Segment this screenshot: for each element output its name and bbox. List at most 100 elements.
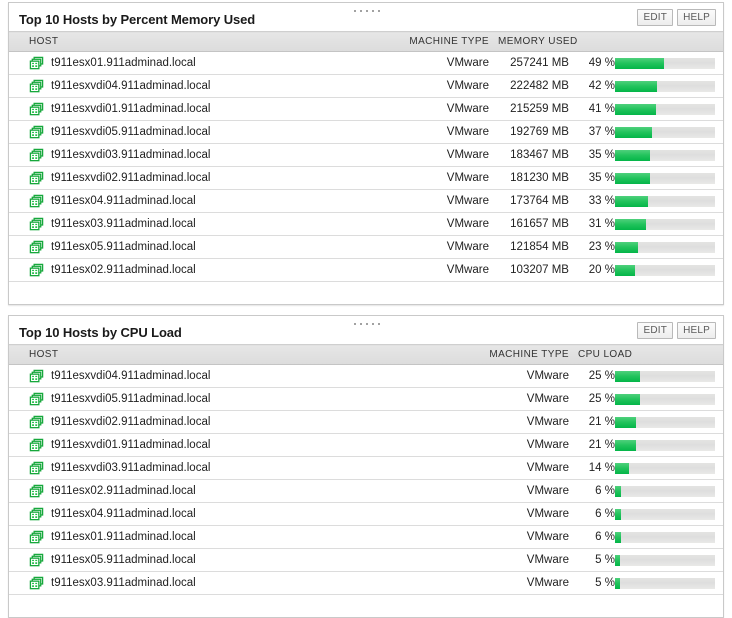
edit-button[interactable]: EDIT	[637, 322, 674, 339]
usage-meter	[615, 485, 715, 497]
cell-host: t911esx02.911adminad.local	[9, 479, 477, 503]
help-button[interactable]: HELP	[677, 9, 716, 26]
usage-meter-fill	[615, 218, 646, 230]
table-row[interactable]: t911esx02.911adminad.local VMware 6 %	[9, 479, 723, 503]
edit-button[interactable]: EDIT	[637, 9, 674, 26]
cell-machine-type: VMware	[396, 258, 489, 282]
usage-meter-fill	[615, 416, 636, 428]
cell-machine-type: VMware	[476, 571, 569, 595]
usage-meter	[615, 126, 715, 138]
usage-meter	[615, 57, 715, 69]
cell-machine-type: VMware	[476, 479, 569, 503]
usage-meter-fill	[615, 508, 621, 520]
cell-percent: 21 %	[568, 433, 615, 457]
panel-header: Top 10 Hosts by Percent Memory Used EDIT H…	[9, 3, 723, 31]
table-row[interactable]: t911esxvdi04.911adminad.local VMware 22248…	[9, 74, 723, 98]
spacer-cell	[9, 282, 723, 305]
table-row[interactable]: t911esx05.911adminad.local VMware 121854 M…	[9, 235, 723, 259]
cell-value: 192769 MB	[488, 120, 569, 144]
cell-machine-type: VMware	[396, 143, 489, 167]
usage-meter-fill	[615, 80, 657, 92]
column-header-value[interactable]: MEMORY USED	[488, 31, 615, 52]
host-link[interactable]: t911esxvdi05.911adminad.local	[51, 126, 211, 138]
table-row[interactable]: t911esx01.911adminad.local VMware 257241 M…	[9, 51, 723, 75]
table-row[interactable]: t911esxvdi05.911adminad.local VMware 25 %	[9, 387, 723, 411]
table-row[interactable]: t911esx04.911adminad.local VMware 173764 M…	[9, 189, 723, 213]
cell-percent: 35 %	[568, 143, 615, 167]
cell-host: t911esxvdi02.911adminad.local	[9, 166, 397, 190]
host-link[interactable]: t911esxvdi03.911adminad.local	[51, 462, 211, 474]
host-icon	[29, 102, 44, 115]
host-icon	[29, 553, 44, 566]
table-row[interactable]: t911esxvdi02.911adminad.local VMware 21 %	[9, 410, 723, 434]
panel-drag-handle[interactable]	[9, 6, 723, 14]
usage-meter	[615, 241, 715, 253]
cell-value: 161657 MB	[488, 212, 569, 236]
cell-percent: 37 %	[568, 120, 615, 144]
cell-meter	[615, 212, 723, 236]
panel: Top 10 Hosts by CPU Load EDIT HELP HOST MACH…	[8, 315, 724, 618]
table-row[interactable]: t911esxvdi03.911adminad.local VMware 18346…	[9, 143, 723, 167]
table-row[interactable]: t911esxvdi04.911adminad.local VMware 25 %	[9, 364, 723, 388]
table-row[interactable]: t911esx05.911adminad.local VMware 5 %	[9, 548, 723, 572]
usage-meter-fill	[615, 126, 652, 138]
column-header-value[interactable]: CPU LOAD	[568, 344, 632, 365]
table-row[interactable]: t911esx03.911adminad.local VMware 161657 M…	[9, 212, 723, 236]
table-row[interactable]: t911esx04.911adminad.local VMware 6 %	[9, 502, 723, 526]
cell-value: 222482 MB	[488, 74, 569, 98]
host-link[interactable]: t911esxvdi03.911adminad.local	[51, 149, 211, 161]
host-link[interactable]: t911esx03.911adminad.local	[51, 577, 196, 589]
host-link[interactable]: t911esx04.911adminad.local	[51, 508, 196, 520]
table-row[interactable]: t911esxvdi01.911adminad.local VMware 21525…	[9, 97, 723, 121]
cell-host: t911esxvdi04.911adminad.local	[9, 364, 477, 388]
help-button[interactable]: HELP	[677, 322, 716, 339]
table-row[interactable]: t911esx01.911adminad.local VMware 6 %	[9, 525, 723, 549]
host-icon	[29, 392, 44, 405]
cell-host: t911esxvdi05.911adminad.local	[9, 120, 397, 144]
host-link[interactable]: t911esxvdi02.911adminad.local	[51, 172, 211, 184]
host-link[interactable]: t911esx05.911adminad.local	[51, 241, 196, 253]
cell-machine-type: VMware	[476, 456, 569, 480]
host-link[interactable]: t911esxvdi01.911adminad.local	[51, 439, 211, 451]
usage-meter	[615, 103, 715, 115]
host-icon	[29, 148, 44, 161]
host-link[interactable]: t911esx02.911adminad.local	[51, 485, 196, 497]
cell-host: t911esx05.911adminad.local	[9, 548, 477, 572]
column-header-host[interactable]: HOST	[9, 344, 477, 365]
cell-percent: 41 %	[568, 97, 615, 121]
usage-meter-fill	[615, 241, 638, 253]
host-icon	[29, 194, 44, 207]
cell-value: 121854 MB	[488, 235, 569, 259]
table-row[interactable]: t911esx03.911adminad.local VMware 5 %	[9, 571, 723, 595]
host-link[interactable]: t911esx03.911adminad.local	[51, 218, 196, 230]
cell-value: 215259 MB	[488, 97, 569, 121]
usage-meter-fill	[615, 462, 629, 474]
cell-host: t911esx01.911adminad.local	[9, 51, 397, 75]
host-link[interactable]: t911esx01.911adminad.local	[51, 531, 196, 543]
host-link[interactable]: t911esx01.911adminad.local	[51, 57, 196, 69]
cell-machine-type: VMware	[396, 166, 489, 190]
table-row[interactable]: t911esxvdi03.911adminad.local VMware 14 %	[9, 456, 723, 480]
cell-machine-type: VMware	[396, 51, 489, 75]
host-link[interactable]: t911esxvdi05.911adminad.local	[51, 393, 211, 405]
host-icon	[29, 171, 44, 184]
panel-drag-handle[interactable]	[9, 319, 723, 327]
column-header-machine-type[interactable]: MACHINE TYPE	[396, 31, 489, 52]
table-row[interactable]: t911esx02.911adminad.local VMware 103207 M…	[9, 258, 723, 282]
host-link[interactable]: t911esx02.911adminad.local	[51, 264, 196, 276]
host-link[interactable]: t911esx04.911adminad.local	[51, 195, 196, 207]
drag-dots-icon	[351, 321, 381, 325]
table-row[interactable]: t911esxvdi02.911adminad.local VMware 18123…	[9, 166, 723, 190]
host-link[interactable]: t911esxvdi01.911adminad.local	[51, 103, 211, 115]
panel-actions: EDIT HELP	[637, 9, 716, 26]
table-row[interactable]: t911esxvdi05.911adminad.local VMware 19276…	[9, 120, 723, 144]
host-link[interactable]: t911esxvdi02.911adminad.local	[51, 416, 211, 428]
host-link[interactable]: t911esx05.911adminad.local	[51, 554, 196, 566]
column-header-machine-type[interactable]: MACHINE TYPE	[476, 344, 569, 365]
usage-meter	[615, 80, 715, 92]
host-link[interactable]: t911esxvdi04.911adminad.local	[51, 370, 211, 382]
host-link[interactable]: t911esxvdi04.911adminad.local	[51, 80, 211, 92]
table-row[interactable]: t911esxvdi01.911adminad.local VMware 21 %	[9, 433, 723, 457]
usage-meter	[615, 172, 715, 184]
column-header-host[interactable]: HOST	[9, 31, 397, 52]
